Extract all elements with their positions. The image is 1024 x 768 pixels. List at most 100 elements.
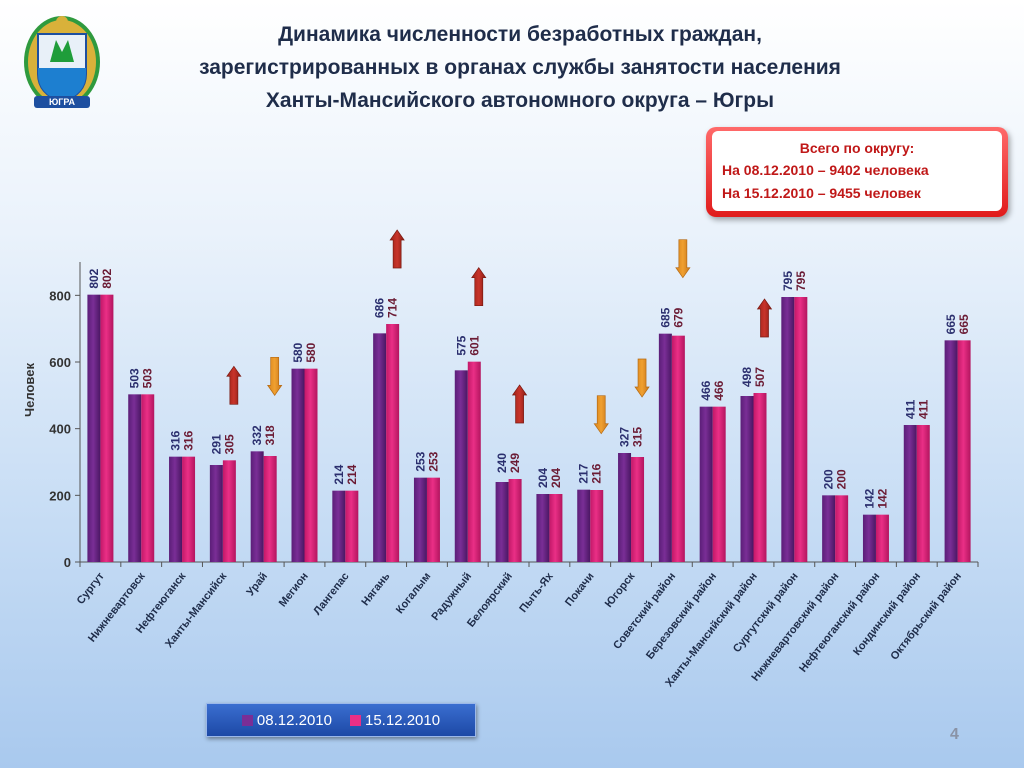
bar-series-1 [169,456,183,562]
bar-series-2 [263,456,277,562]
bar-series-2 [508,479,522,562]
category-label: Нягань [359,570,392,608]
data-label-series-1: 332 [250,425,264,445]
bar-series-1 [250,451,264,562]
legend-label-series-2: 15.12.2010 [365,711,441,729]
data-label-series-1: 214 [332,464,346,484]
bar-series-1 [658,333,672,562]
page-number: 4 [950,726,959,743]
info-box-line-1: На 08.12.2010 – 9402 человека [722,162,929,178]
bar-series-1 [862,514,876,562]
data-label-series-2: 315 [631,427,645,447]
category-label: Лангепас [311,570,351,617]
bar-series-2 [957,340,971,562]
data-label-series-2: 305 [222,434,236,454]
bar-series-1 [903,425,917,562]
data-label-series-2: 580 [304,342,318,362]
bar-series-2 [835,495,849,562]
data-label-series-1: 686 [373,298,387,318]
arrow-down-icon [675,239,691,279]
bar-series-1 [740,396,754,562]
bar-series-1 [944,340,958,562]
legend-swatch-series-1 [241,714,253,726]
bar-series-1 [454,370,468,562]
bar-series-2 [916,425,930,562]
bar-series-2 [671,335,685,562]
category-label: Покачи [563,570,597,608]
data-label-series-2: 204 [549,468,563,488]
data-label-series-2: 253 [426,451,440,471]
arrow-up-icon [226,365,242,405]
data-label-series-1: 240 [495,453,509,473]
bar-series-1 [781,297,795,562]
bar-series-1 [822,495,836,562]
data-label-series-1: 253 [413,451,427,471]
bar-series-2 [345,490,359,562]
category-label: Нефтеюганский район [797,570,882,674]
data-label-series-2: 795 [794,271,808,291]
legend-label-series-1: 08.12.2010 [256,711,332,729]
bar-series-1 [128,394,142,562]
coat-of-arms-icon: ЮГРА [24,16,100,108]
bar-series-2 [467,361,481,562]
data-label-series-2: 316 [182,430,196,450]
data-label-series-1: 142 [862,488,876,508]
bar-series-1 [577,489,591,562]
data-label-series-2: 665 [957,314,971,334]
bar-series-2 [590,490,604,562]
y-tick-label: 0 [64,555,71,570]
data-label-series-1: 411 [903,399,917,419]
category-label: Пыть-Ях [517,570,556,615]
data-label-series-2: 200 [835,469,849,489]
data-label-series-1: 327 [618,427,632,447]
bar-series-2 [141,394,155,562]
data-label-series-2: 507 [753,367,767,387]
category-label: Радужный [429,570,474,623]
data-label-series-1: 204 [536,468,550,488]
bar-series-1 [87,294,101,562]
data-label-series-1: 503 [128,368,142,388]
data-label-series-1: 575 [454,335,468,355]
bar-series-1 [536,494,550,562]
data-label-series-1: 498 [740,367,754,387]
unemployment-bar-chart: 0 200 400 600 800 Человек 802 802 503 503 316 316 2… [22,229,979,689]
category-label: Урай [245,570,270,598]
category-label: Сургут [75,570,108,607]
bar-series-1 [373,333,387,562]
arrow-up-icon [511,384,528,424]
y-tick-label: 200 [49,488,71,503]
total-info-box: Всего по округу: На 08.12.2010 – 9402 че… [706,127,1008,217]
data-label-series-2: 214 [345,464,359,484]
data-label-series-1: 291 [209,434,223,454]
bar-series-2 [712,406,726,562]
bar-series-2 [875,514,889,562]
data-label-series-2: 466 [712,380,726,400]
chart-bars [87,294,971,562]
arrow-up-icon [756,298,773,338]
bar-series-1 [495,482,509,562]
category-label: Октябрьский район [888,570,964,662]
bar-series-1 [699,406,713,562]
bar-series-2 [100,294,114,562]
arrow-up-icon [389,229,405,269]
bar-series-2 [182,456,196,562]
arrow-down-icon [267,356,283,396]
data-label-series-1: 580 [291,342,305,362]
data-label-series-2: 503 [141,368,155,388]
data-label-series-2: 249 [508,453,522,473]
bar-series-1 [291,368,305,562]
bar-series-2 [794,297,808,562]
y-axis-label: Человек [22,363,37,417]
data-label-series-2: 679 [671,307,685,327]
arrow-down-icon [634,358,650,398]
data-label-series-2: 411 [916,399,930,419]
chart-legend: 08.12.2010 15.12.2010 [206,703,476,737]
info-box-line-2: На 15.12.2010 – 9455 человек [722,185,921,201]
data-label-series-1: 217 [577,463,591,483]
chart-trend-arrows [226,229,773,435]
data-label-series-1: 802 [87,268,101,288]
data-label-series-1: 466 [699,380,713,400]
legend-swatch-series-2 [350,714,361,726]
data-label-series-2: 216 [590,463,604,483]
